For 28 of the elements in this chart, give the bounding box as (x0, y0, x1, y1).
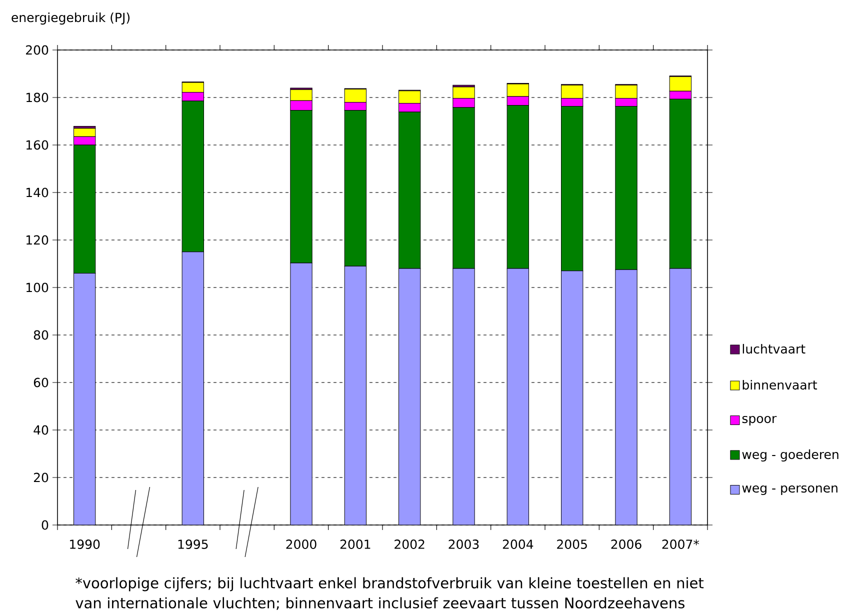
y-tick-label: 0 (42, 520, 48, 530)
x-tick-label: 1990 (70, 540, 100, 549)
x-tick-label: 2007* (662, 540, 700, 549)
y-tick-label: 40 (34, 425, 48, 435)
x-tick-label: 2000 (286, 540, 316, 549)
x-tick-label: 2003 (448, 540, 479, 549)
y-axis-title: energiegebruik (PJ) (12, 12, 130, 25)
y-tick-label: 80 (34, 330, 48, 340)
legend-label: spoor (742, 416, 777, 426)
y-tick-label: 60 (34, 378, 48, 388)
x-tick-label: 2006 (611, 540, 642, 549)
y-tick-label: 180 (26, 92, 48, 102)
y-tick-label: 140 (26, 188, 48, 198)
y-tick-label: 160 (26, 140, 48, 150)
x-tick-label: 2001 (340, 540, 370, 549)
y-tick-label: 100 (26, 282, 48, 292)
y-tick-label: 120 (26, 235, 48, 245)
y-tick-label: 200 (26, 45, 48, 55)
x-tick-label: 2005 (557, 540, 587, 549)
legend-label: weg - personen (742, 485, 838, 496)
y-tick-label: 20 (34, 472, 48, 482)
text: *voorlopige cijfers; bij luchtvaart enkel brandstofverbruik van kleine toestellen en niet van internationale vluchten; binnenvaart inclusief zeevaart tussen Noordzeehavens (76, 577, 704, 610)
x-tick-label: 2004 (502, 540, 534, 549)
legend-label: binnenvaart (742, 380, 818, 390)
x-tick-label: 1995 (178, 540, 208, 549)
legend-label: luchtvaart (742, 344, 806, 354)
x-tick-label: 2002 (394, 540, 424, 549)
legend-label: weg - goederen (742, 449, 838, 462)
